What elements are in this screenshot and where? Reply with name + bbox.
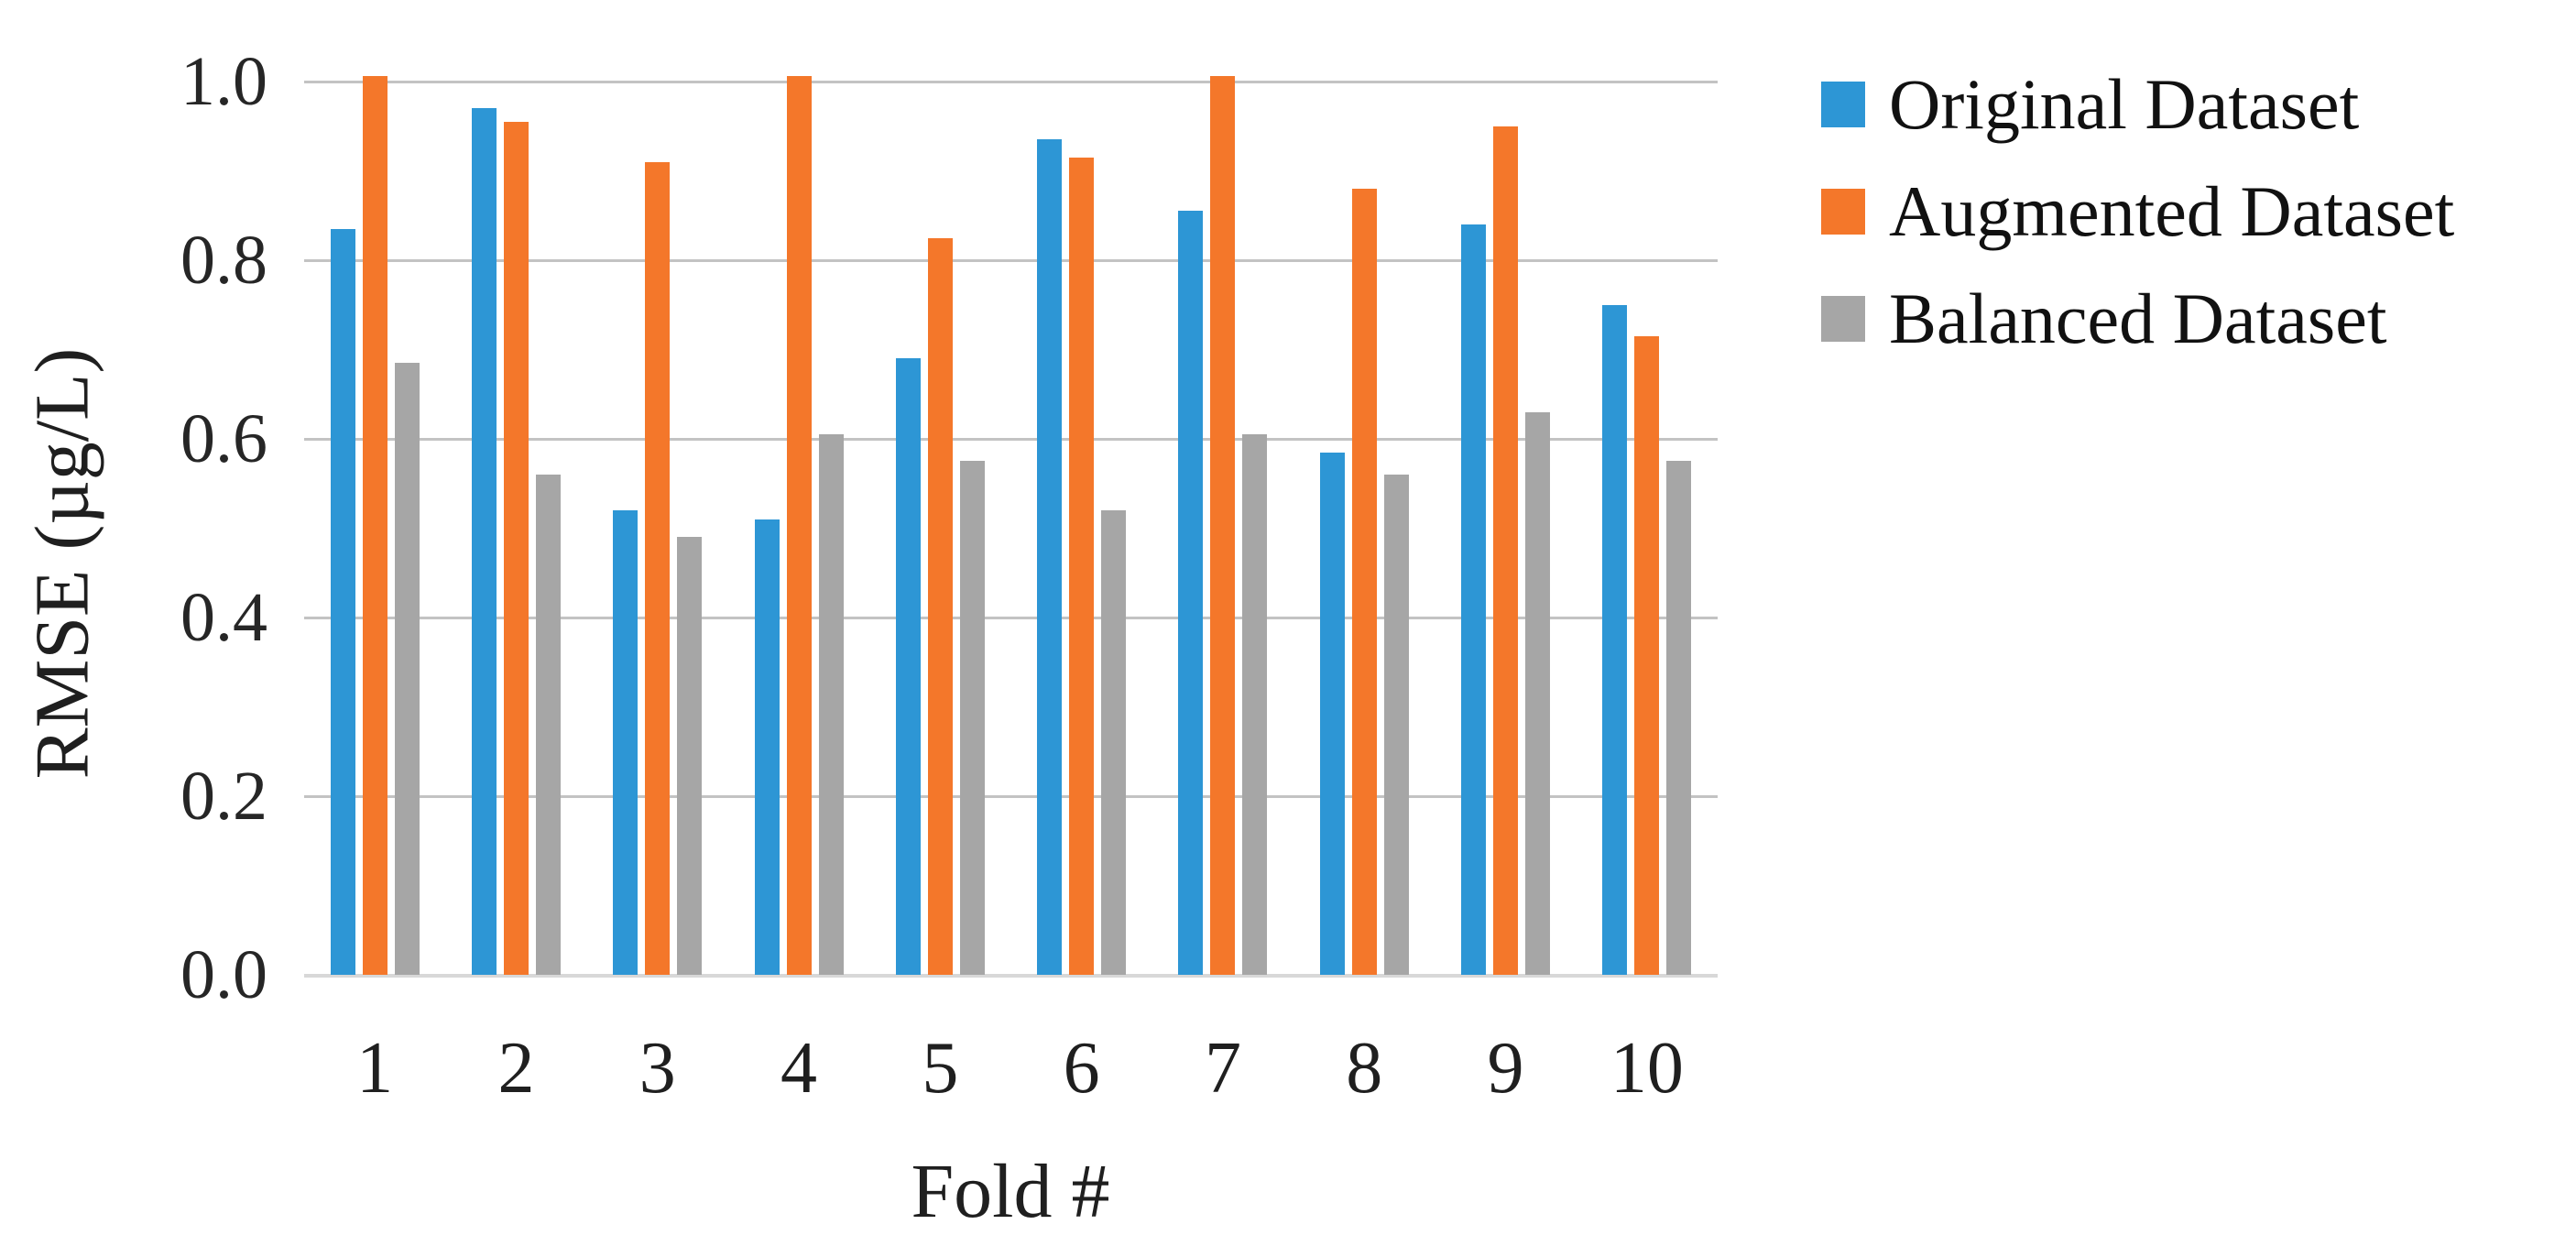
x-tick-label-8: 8: [1346, 1028, 1383, 1109]
bar-original-dataset-fold-7: [1178, 211, 1204, 975]
bar-original-dataset-fold-8: [1319, 452, 1345, 975]
x-tick-label-2: 2: [497, 1028, 535, 1109]
bar-balanced-dataset-fold-1: [394, 363, 420, 975]
gridline-y-1: [304, 81, 1718, 83]
bar-balanced-dataset-fold-7: [1242, 434, 1268, 975]
legend: Original Dataset Augmented Dataset Balan…: [1821, 64, 2455, 358]
bar-original-dataset-fold-10: [1602, 304, 1628, 975]
x-tick-label-3: 3: [639, 1028, 676, 1109]
gridline-y-0.4: [304, 617, 1718, 619]
bar-augmented-dataset-fold-7: [1210, 76, 1236, 975]
bar-original-dataset-fold-5: [895, 358, 921, 975]
legend-item-augmented: Augmented Dataset: [1821, 171, 2455, 251]
y-tick-label-0.4: 0.4: [180, 579, 267, 656]
bar-group-fold-3: [587, 82, 728, 975]
bar-group-fold-6: [1011, 82, 1152, 975]
bar-balanced-dataset-fold-3: [677, 537, 703, 975]
legend-swatch-balanced-dataset: [1821, 296, 1865, 342]
x-tick-label-9: 9: [1487, 1028, 1524, 1109]
bar-augmented-dataset-fold-5: [927, 237, 953, 975]
bar-original-dataset-fold-9: [1461, 224, 1487, 975]
y-tick-label-1.0: 1.0: [180, 43, 267, 120]
bar-augmented-dataset-fold-10: [1634, 335, 1660, 975]
x-tick-label-7: 7: [1204, 1028, 1241, 1109]
bar-balanced-dataset-fold-6: [1101, 510, 1127, 975]
bar-augmented-dataset-fold-9: [1493, 126, 1519, 975]
bar-augmented-dataset-fold-1: [362, 76, 387, 975]
plot-area: [304, 76, 1718, 978]
bar-original-dataset-fold-4: [754, 519, 780, 975]
bar-group-fold-4: [728, 76, 869, 975]
bar-group-fold-10: [1577, 82, 1718, 975]
x-tick-label-4: 4: [780, 1028, 818, 1109]
x-tick-label-5: 5: [922, 1028, 959, 1109]
x-axis-baseline: [304, 974, 1718, 978]
x-tick-label-10: 10: [1610, 1028, 1684, 1109]
bar-balanced-dataset-fold-10: [1666, 461, 1692, 975]
bar-balanced-dataset-fold-5: [959, 461, 985, 975]
bar-balanced-dataset-fold-2: [535, 475, 561, 975]
bar-group-fold-7: [1152, 76, 1293, 975]
bar-augmented-dataset-fold-3: [645, 161, 671, 975]
bar-balanced-dataset-fold-9: [1525, 411, 1551, 975]
y-tick-label-0.2: 0.2: [180, 758, 267, 835]
bar-group-fold-1: [304, 76, 445, 975]
legend-label-augmented-dataset: Augmented Dataset: [1889, 171, 2455, 251]
bar-original-dataset-fold-6: [1037, 139, 1063, 975]
legend-item-balanced: Balanced Dataset: [1821, 279, 2454, 358]
bar-series-container: [304, 76, 1718, 975]
bar-augmented-dataset-fold-2: [503, 121, 529, 975]
legend-label-original-dataset: Original Dataset: [1889, 64, 2360, 144]
gridline-y-0.8: [304, 259, 1718, 262]
bar-group-fold-2: [445, 82, 586, 975]
bar-group-fold-9: [1435, 82, 1576, 975]
bar-group-fold-5: [869, 82, 1010, 975]
bar-original-dataset-fold-3: [613, 510, 639, 975]
bar-balanced-dataset-fold-8: [1383, 475, 1409, 975]
x-tick-label-6: 6: [1063, 1028, 1100, 1109]
y-tick-label-0.0: 0.0: [180, 936, 267, 1013]
x-axis-title: Fold #: [911, 1149, 1110, 1234]
gridline-y-0.2: [304, 795, 1718, 798]
bar-augmented-dataset-fold-8: [1351, 189, 1377, 975]
legend-label-balanced-dataset: Balanced Dataset: [1889, 279, 2387, 358]
bar-balanced-dataset-fold-4: [818, 434, 844, 975]
gridline-y-0.6: [304, 438, 1718, 441]
bar-original-dataset-fold-1: [330, 228, 355, 975]
legend-swatch-original-dataset: [1821, 82, 1865, 127]
x-tick-label-1: 1: [356, 1028, 394, 1109]
legend-swatch-augmented-dataset: [1821, 189, 1865, 235]
bar-augmented-dataset-fold-6: [1069, 157, 1095, 975]
bar-group-fold-8: [1293, 82, 1435, 975]
y-tick-label-0.8: 0.8: [180, 222, 267, 299]
bar-augmented-dataset-fold-4: [786, 76, 812, 975]
legend-item-original: Original Dataset: [1821, 64, 2454, 144]
y-tick-label-0.6: 0.6: [180, 400, 267, 477]
bar-original-dataset-fold-2: [471, 108, 497, 975]
